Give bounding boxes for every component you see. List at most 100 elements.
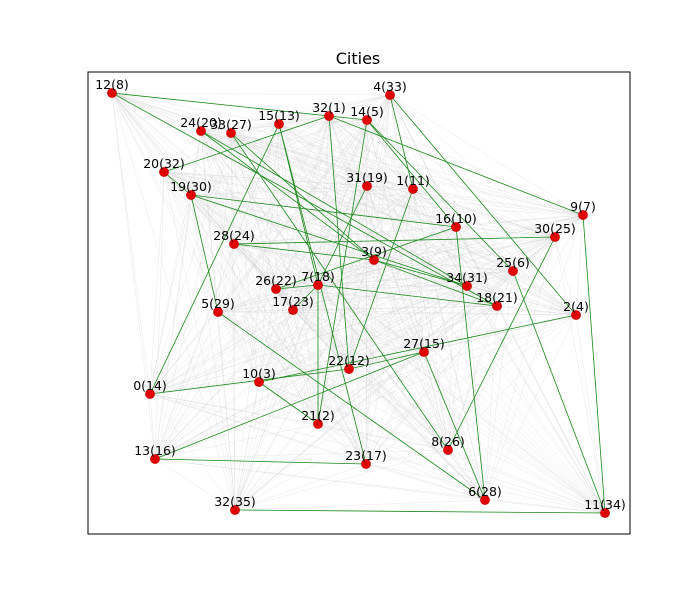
background-edge bbox=[234, 270, 514, 511]
route-edge bbox=[190, 194, 468, 287]
city-node bbox=[462, 281, 472, 291]
background-edge bbox=[111, 92, 375, 261]
city-node bbox=[313, 419, 323, 429]
background-edge bbox=[149, 393, 606, 514]
background-edge bbox=[163, 171, 367, 465]
city-label: 26(22) bbox=[255, 273, 297, 288]
background-edge bbox=[149, 185, 368, 395]
background-edge bbox=[366, 94, 391, 187]
background-edge bbox=[373, 259, 486, 501]
background-edge bbox=[366, 185, 425, 353]
route-edge bbox=[154, 351, 425, 460]
background-edge bbox=[111, 92, 235, 245]
background-edge bbox=[163, 171, 606, 514]
background-edge bbox=[412, 188, 584, 216]
background-edge bbox=[234, 185, 368, 511]
background-edge bbox=[163, 171, 235, 245]
route-edge bbox=[423, 351, 486, 501]
background-edge bbox=[366, 185, 468, 287]
background-edge bbox=[234, 449, 449, 511]
city-node bbox=[213, 307, 223, 317]
background-edge bbox=[154, 171, 165, 460]
background-edge bbox=[292, 285, 468, 311]
background-edge bbox=[554, 236, 577, 316]
city-node bbox=[578, 210, 588, 220]
background-edge bbox=[366, 185, 584, 216]
city-node bbox=[288, 305, 298, 315]
city-node bbox=[196, 126, 206, 136]
background-edge bbox=[292, 226, 457, 311]
background-edge bbox=[365, 449, 449, 465]
background-edge bbox=[447, 270, 514, 451]
background-edge bbox=[275, 94, 391, 290]
background-edge bbox=[292, 236, 556, 311]
background-edge bbox=[163, 171, 319, 425]
background-edge bbox=[217, 311, 260, 383]
background-edge bbox=[111, 92, 425, 353]
route-edge bbox=[389, 94, 414, 190]
city-label: 2(4) bbox=[563, 299, 589, 314]
city-node bbox=[274, 119, 284, 129]
background-edge bbox=[275, 288, 498, 307]
background-edge bbox=[190, 185, 368, 196]
background-edge bbox=[278, 123, 457, 228]
route-edge bbox=[149, 368, 350, 395]
background-edge bbox=[348, 270, 514, 370]
background-edge bbox=[217, 188, 414, 313]
background-edge bbox=[234, 284, 319, 511]
background-edge bbox=[234, 236, 556, 511]
city-node bbox=[385, 90, 395, 100]
background-edge bbox=[234, 351, 425, 511]
background-edge bbox=[234, 285, 468, 511]
background-edge bbox=[149, 132, 232, 395]
background-edge bbox=[366, 119, 577, 316]
background-edge bbox=[278, 123, 606, 514]
background-edge bbox=[154, 243, 235, 460]
city-node bbox=[362, 181, 372, 191]
background-edge bbox=[366, 185, 514, 272]
background-edge bbox=[111, 92, 219, 313]
route-edge bbox=[366, 119, 457, 228]
background-edge bbox=[149, 314, 577, 395]
background-edge bbox=[190, 194, 319, 425]
route-edge bbox=[328, 115, 584, 216]
background-edge bbox=[423, 236, 556, 353]
background-edge bbox=[200, 94, 391, 132]
background-edge bbox=[154, 185, 368, 460]
background-edge bbox=[233, 243, 319, 286]
background-edge bbox=[389, 94, 514, 272]
background-edge bbox=[348, 236, 556, 370]
background-edge bbox=[149, 393, 156, 460]
background-edge bbox=[365, 188, 414, 465]
background-edge bbox=[412, 188, 498, 307]
background-edge bbox=[230, 132, 514, 272]
route-edge bbox=[190, 194, 219, 313]
background-edge bbox=[423, 351, 606, 514]
route-edge bbox=[111, 92, 498, 307]
city-node bbox=[226, 128, 236, 138]
background-edge bbox=[154, 368, 350, 460]
route-edge bbox=[373, 259, 498, 307]
background-edge bbox=[111, 92, 449, 451]
route-edge bbox=[389, 94, 577, 316]
route-edge bbox=[278, 123, 367, 465]
city-node bbox=[362, 115, 372, 125]
background-edge bbox=[365, 236, 556, 465]
background-edge bbox=[163, 171, 236, 511]
background-edge bbox=[111, 92, 577, 316]
city-node bbox=[369, 255, 379, 265]
background-edge bbox=[258, 381, 606, 514]
route-edge bbox=[348, 188, 414, 370]
background-edge bbox=[234, 499, 486, 511]
background-edge bbox=[512, 236, 556, 272]
city-label: 14(5) bbox=[350, 104, 384, 119]
background-edge bbox=[149, 288, 277, 395]
background-edge bbox=[258, 214, 584, 383]
background-edge bbox=[190, 194, 606, 514]
background-edge bbox=[154, 458, 486, 501]
background-edge bbox=[366, 119, 468, 287]
background-edge bbox=[217, 288, 277, 313]
background-edge bbox=[230, 132, 319, 286]
